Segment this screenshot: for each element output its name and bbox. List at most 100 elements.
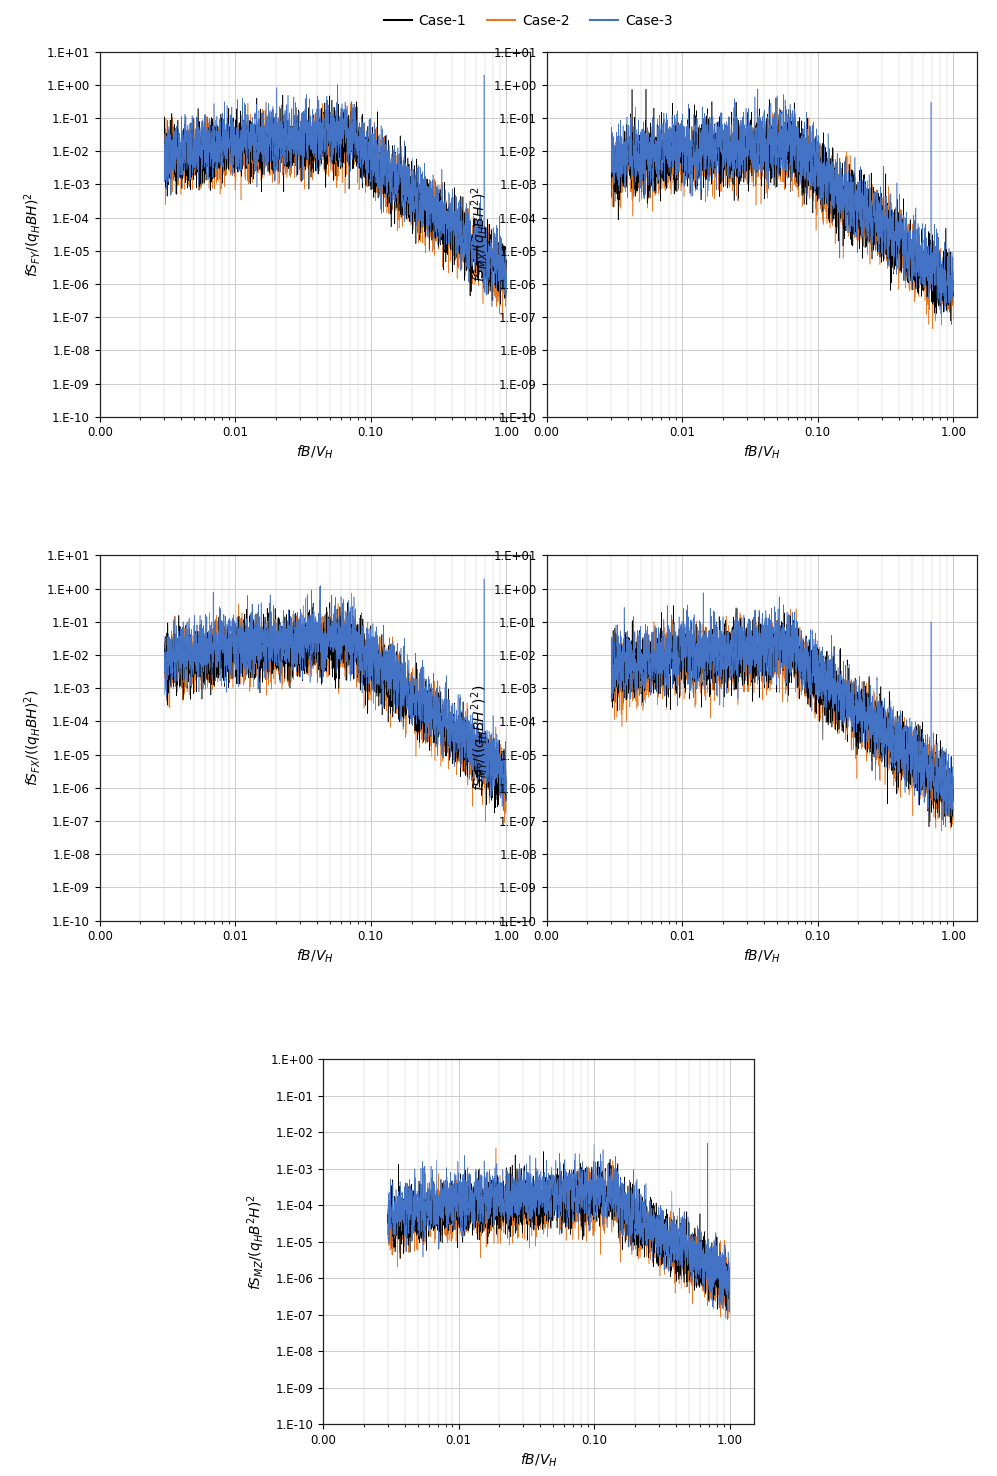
Line: Case-2: Case-2 — [611, 608, 953, 831]
Case-2 — [381, 698, 393, 716]
X-axis label: $fB/V_H$: $fB/V_H$ — [743, 948, 781, 965]
Case-1 — [289, 638, 301, 655]
Case-1 — [860, 232, 872, 249]
Case-3 — [479, 66, 491, 84]
Case-3 — [220, 666, 232, 683]
Case-3 — [945, 316, 957, 334]
Y-axis label: $fS_{MZ}/(q_HB^2H)^2$: $fS_{MZ}/(q_HB^2H)^2$ — [246, 1194, 267, 1290]
Case-2 — [587, 1227, 599, 1244]
Case-1 — [364, 148, 376, 165]
Case-1 — [828, 167, 839, 184]
Case-3 — [381, 672, 393, 689]
Case-2 — [498, 813, 510, 831]
Case-2 — [497, 308, 508, 326]
Case-3 — [736, 139, 748, 156]
Case-1 — [811, 669, 823, 686]
Case-2 — [663, 1244, 675, 1262]
Case-3 — [220, 149, 232, 167]
Case-1 — [220, 130, 232, 148]
Case-2 — [736, 148, 748, 165]
Case-3 — [860, 202, 872, 220]
Case-3 — [440, 201, 452, 218]
Legend: Case-1, Case-2, Case-3: Case-1, Case-2, Case-3 — [379, 9, 678, 34]
X-axis label: $fB/V_H$: $fB/V_H$ — [296, 444, 334, 461]
Case-2 — [886, 741, 898, 759]
Case-1 — [512, 1185, 524, 1203]
Case-3 — [663, 1238, 675, 1256]
Case-3 — [752, 80, 764, 97]
Case-1 — [440, 211, 452, 229]
Case-2 — [220, 654, 232, 672]
Case-2 — [500, 776, 512, 794]
Case-2 — [324, 92, 336, 109]
Case-2 — [667, 663, 679, 680]
Case-3 — [364, 630, 376, 648]
Case-2 — [414, 214, 426, 232]
Line: Case-2: Case-2 — [165, 593, 506, 822]
Case-2 — [364, 663, 376, 680]
Case-1 — [663, 1252, 675, 1269]
Case-2 — [289, 638, 301, 655]
Y-axis label: $fS_{FY}/(q_HBH)^2$: $fS_{FY}/(q_HBH)^2$ — [22, 192, 44, 276]
Case-1 — [537, 1142, 549, 1160]
Case-3 — [440, 692, 452, 710]
Case-3 — [702, 1135, 714, 1153]
Case-1 — [159, 664, 170, 682]
Case-1 — [414, 695, 426, 713]
Line: Case-2: Case-2 — [388, 1148, 730, 1320]
Case-3 — [637, 1209, 649, 1227]
Case-3 — [860, 708, 872, 726]
Case-1 — [667, 596, 679, 614]
Case-3 — [364, 151, 376, 168]
Case-2 — [927, 320, 939, 338]
Case-1 — [587, 1187, 599, 1204]
Case-3 — [736, 638, 748, 655]
Case-3 — [512, 1175, 524, 1193]
Case-3 — [159, 128, 170, 146]
Case-2 — [440, 732, 452, 750]
Case-1 — [828, 679, 839, 697]
Line: Case-1: Case-1 — [611, 89, 953, 320]
Case-2 — [500, 254, 512, 272]
Case-3 — [500, 264, 512, 282]
Case-1 — [724, 1271, 736, 1289]
X-axis label: $fB/V_H$: $fB/V_H$ — [296, 948, 334, 965]
Case-2 — [159, 125, 170, 143]
Case-1 — [444, 1197, 456, 1215]
Case-3 — [886, 223, 898, 241]
Case-3 — [381, 164, 393, 182]
Case-3 — [667, 148, 679, 165]
Case-1 — [500, 785, 512, 803]
Case-3 — [382, 1230, 394, 1247]
Case-3 — [811, 686, 823, 704]
Case-2 — [790, 599, 802, 617]
Case-1 — [414, 187, 426, 205]
Case-3 — [605, 133, 617, 151]
Case-3 — [444, 1184, 456, 1201]
Case-1 — [604, 1194, 616, 1212]
Case-2 — [811, 669, 823, 686]
Case-3 — [811, 151, 823, 168]
Case-1 — [860, 710, 872, 728]
Case-3 — [486, 298, 498, 316]
Case-3 — [828, 168, 839, 186]
Case-3 — [414, 667, 426, 685]
Case-1 — [811, 170, 823, 187]
Case-1 — [381, 660, 393, 677]
Case-3 — [159, 685, 170, 703]
Line: Case-3: Case-3 — [165, 579, 506, 810]
Case-3 — [721, 1311, 733, 1328]
Line: Case-3: Case-3 — [165, 75, 506, 307]
Case-2 — [444, 1232, 456, 1250]
Case-1 — [945, 818, 957, 835]
Case-2 — [605, 165, 617, 183]
Case-2 — [512, 1228, 524, 1246]
Case-2 — [886, 224, 898, 242]
Case-3 — [604, 1178, 616, 1196]
Case-1 — [440, 732, 452, 750]
Line: Case-3: Case-3 — [388, 1144, 730, 1320]
Line: Case-1: Case-1 — [611, 605, 953, 827]
Case-2 — [159, 669, 170, 686]
Case-1 — [637, 1215, 649, 1232]
Case-1 — [947, 781, 959, 799]
